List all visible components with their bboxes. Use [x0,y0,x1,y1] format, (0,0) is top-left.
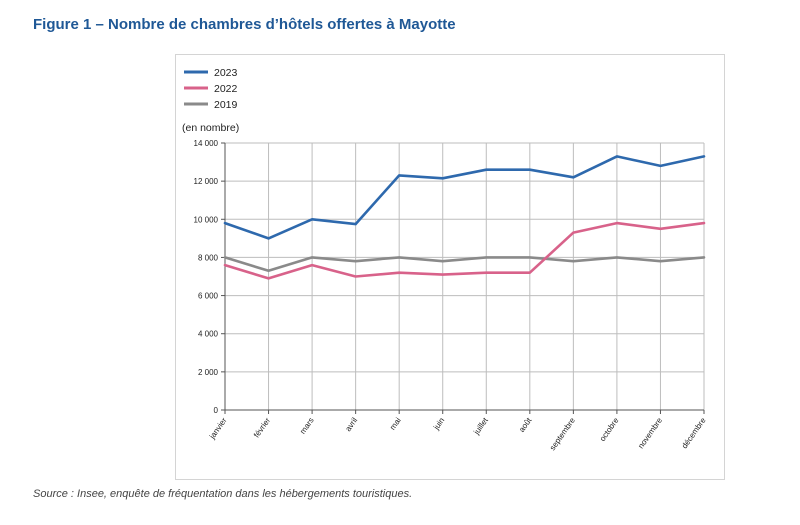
series-line-2023 [223,155,706,240]
legend-label-2022: 2022 [214,83,238,95]
x-tick-label: octobre [598,416,621,443]
y-tick-label: 2 000 [198,368,219,377]
y-tick-label: 0 [214,406,219,415]
legend-label-2019: 2019 [214,99,238,111]
legend-label-2023: 2023 [214,67,238,79]
x-tick-label: juillet [472,415,491,437]
y-tick-label: 14 000 [194,139,219,148]
y-tick-label: 12 000 [194,177,219,186]
y-tick-label: 8 000 [198,253,219,262]
y-tick-label: 10 000 [194,215,219,224]
x-tick-label: avril [343,416,359,433]
y-tick-label: 6 000 [198,292,219,301]
x-tick-label: janvier [207,416,229,442]
x-tick-label: novembre [636,416,664,451]
x-tick-label: mai [388,416,403,432]
series-line-2022 [223,221,706,280]
x-tick-label: juin [431,416,446,432]
y-unit-label: (en nombre) [182,122,239,134]
chart-container: 0 2 000 4 000 6 000 8 000 10 000 12 000 14 000 j… [175,54,725,480]
x-tick-label: décembre [680,416,708,451]
figure-title: Figure 1 – Nombre de chambres d’hôtels o… [33,16,456,33]
source-note: Source : Insee, enquête de fréquentation… [33,488,413,500]
x-tick-label: mars [298,416,316,436]
x-tick-label: février [252,416,272,440]
x-tick-label: août [517,415,534,434]
line-chart: 0 2 000 4 000 6 000 8 000 10 000 12 000 14 000 j… [182,67,708,453]
series-line-2019 [223,256,706,273]
x-tick-label: septembre [548,416,577,453]
y-tick-label: 4 000 [198,330,219,339]
